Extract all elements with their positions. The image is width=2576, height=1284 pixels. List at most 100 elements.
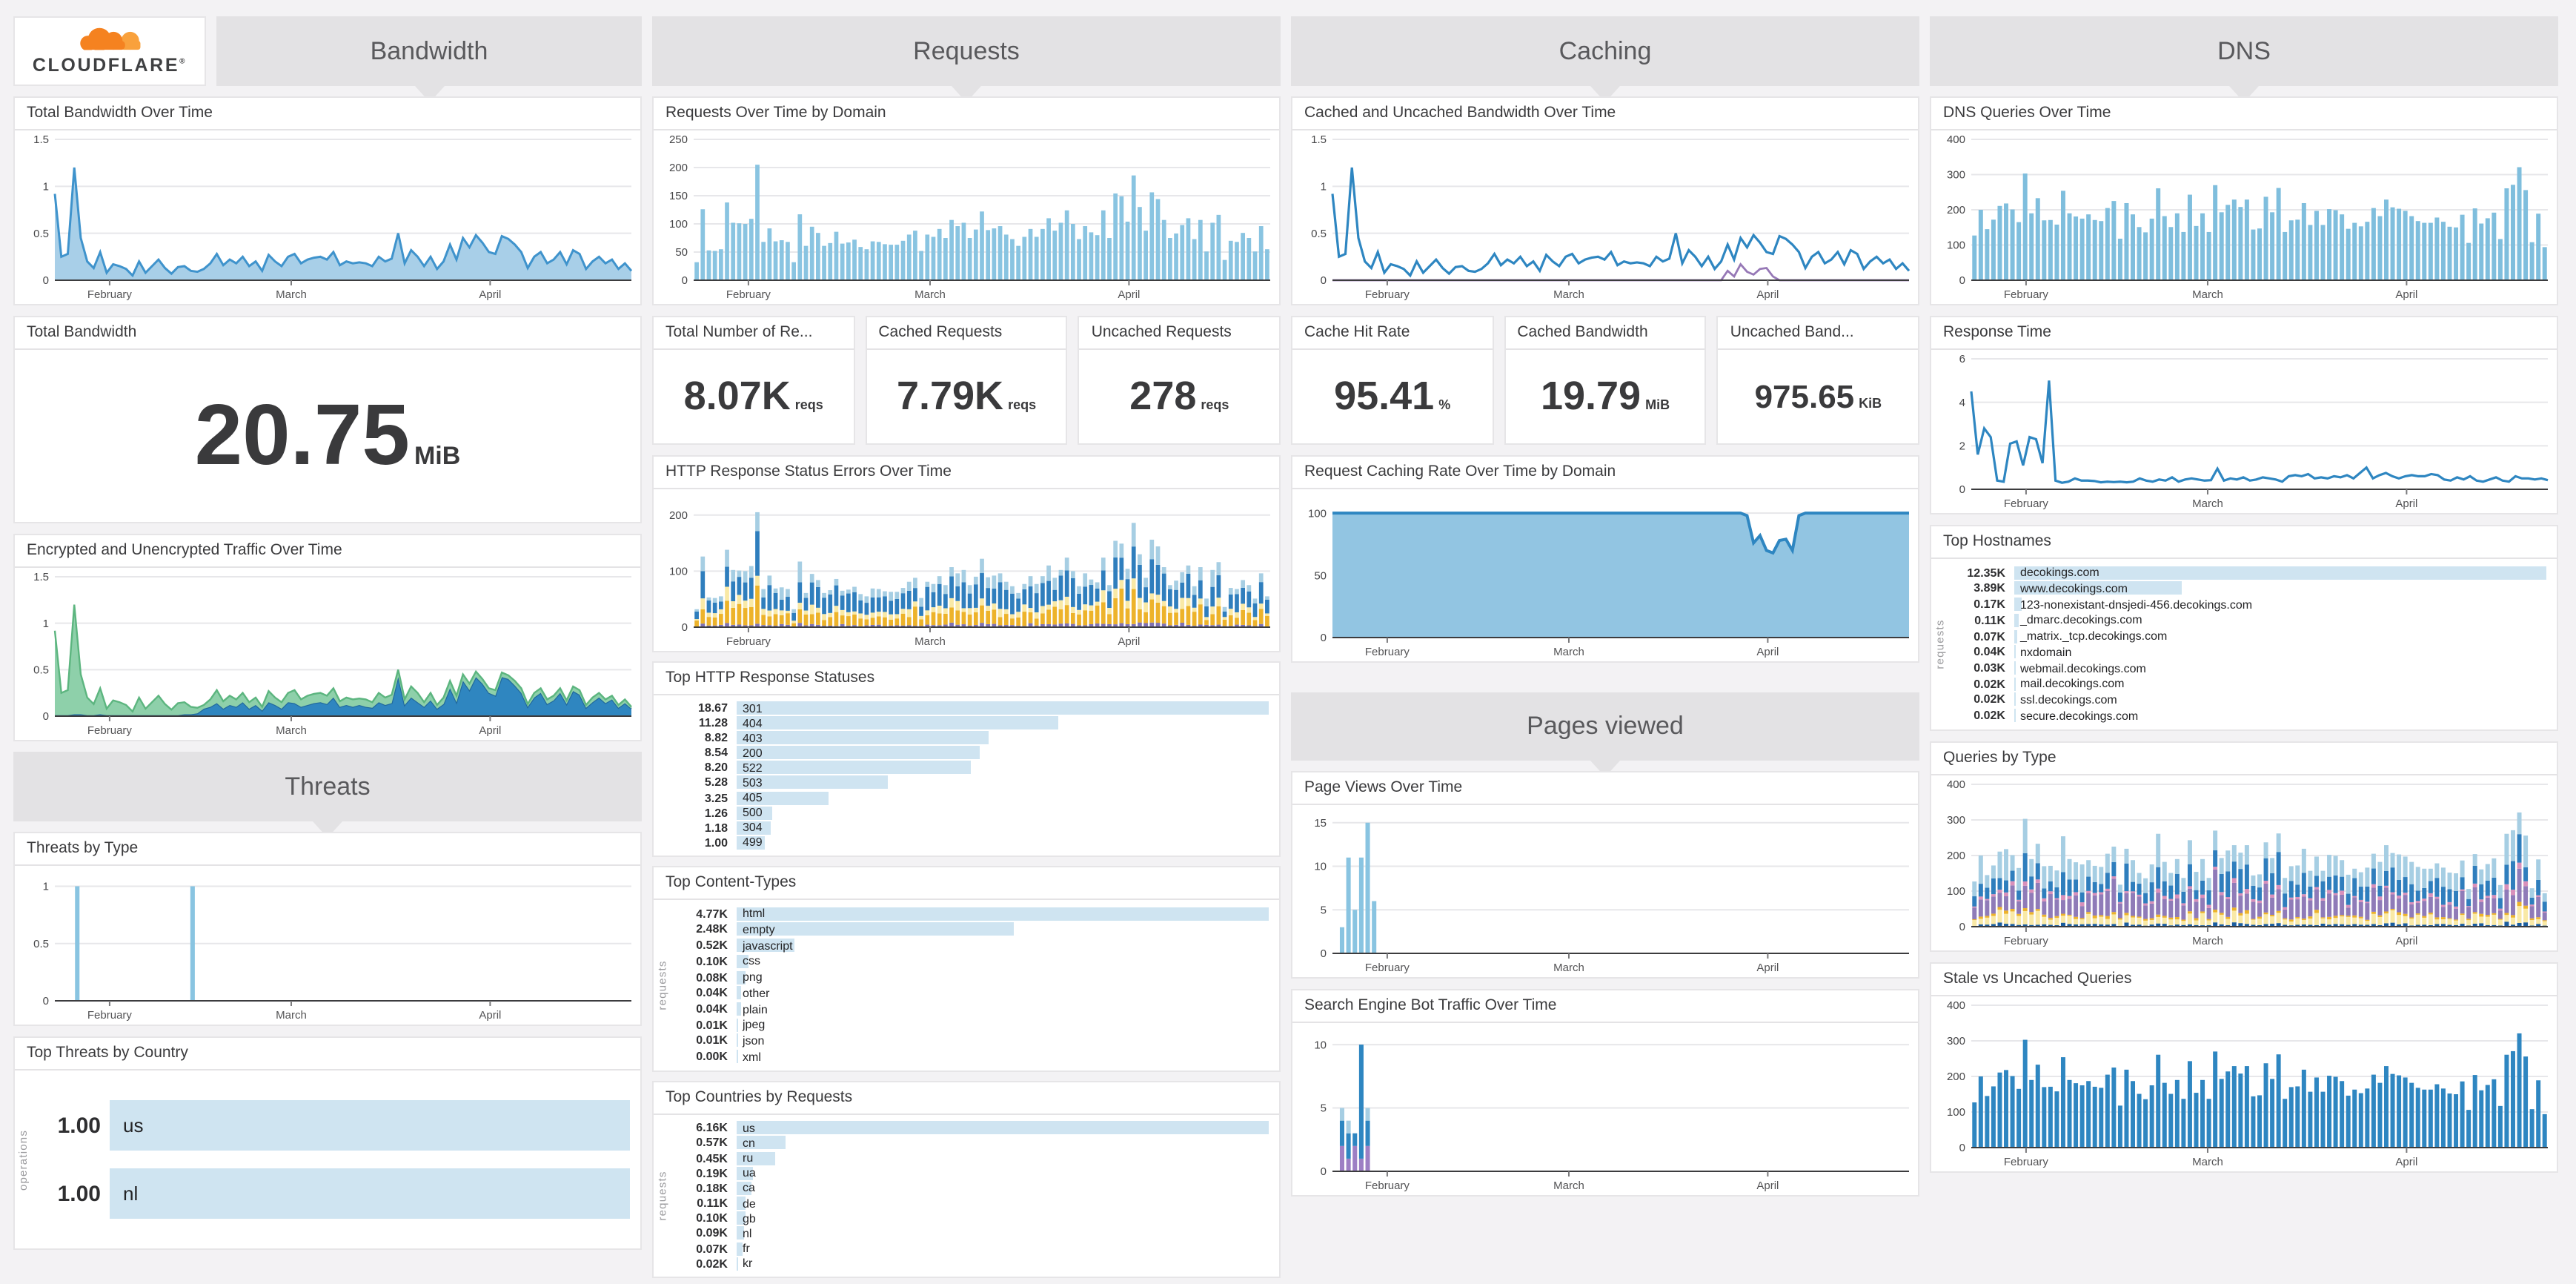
list-item[interactable]: 0.19K ua bbox=[671, 1166, 1269, 1180]
list-item[interactable]: 6.16K us bbox=[671, 1121, 1269, 1135]
panel-title: Total Bandwidth bbox=[15, 317, 640, 350]
list-item[interactable]: 0.03K webmail.decokings.com bbox=[1949, 661, 2546, 675]
panel-title: Top Content-Types bbox=[654, 867, 1279, 900]
list-item[interactable]: 0.10K css bbox=[671, 954, 1269, 968]
list-item-value: 1.00 bbox=[57, 1113, 101, 1138]
list-item[interactable]: 0.02K ssl.decokings.com bbox=[1949, 692, 2546, 706]
total-bandwidth-area-chart[interactable]: 0 0.5 1 1.5 February March April bbox=[15, 130, 640, 304]
list-item[interactable]: 0.02K secure.decokings.com bbox=[1949, 709, 2546, 723]
list-item-label: empty bbox=[743, 922, 775, 936]
list-item-value: 1.26 bbox=[704, 806, 728, 820]
top-threats-by-country-list[interactable]: operations 1.00 us 1.00 nl bbox=[15, 1070, 640, 1248]
list-item[interactable]: 0.04K nxdomain bbox=[1949, 645, 2546, 659]
list-item[interactable]: 0.52K javascript bbox=[671, 939, 1269, 953]
list-item[interactable]: 0.11K _dmarc.decokings.com bbox=[1949, 613, 2546, 627]
panel-cached-bandwidth-stat: Cached Bandwidth 19.79 MiB bbox=[1504, 316, 1707, 445]
response-time-line-chart[interactable]: 0 2 4 6 February March April bbox=[1931, 350, 2557, 513]
encrypted-traffic-area-chart[interactable]: 0 0.5 1 1.5 February March April bbox=[15, 568, 640, 740]
list-item[interactable]: 2.48K empty bbox=[671, 922, 1269, 936]
svg-text:100: 100 bbox=[669, 218, 688, 231]
list-item-value: 11.28 bbox=[698, 716, 728, 730]
list-item[interactable]: 0.02K kr bbox=[671, 1257, 1269, 1271]
cached-uncached-bandwidth-line-chart[interactable]: 0 0.5 1 1.5 February March April bbox=[1292, 130, 1918, 304]
svg-text:February: February bbox=[2004, 288, 2049, 301]
list-item-bar bbox=[2014, 661, 2016, 675]
svg-text:April: April bbox=[1756, 288, 1779, 301]
y-axis-label: requests bbox=[656, 1171, 670, 1221]
list-item-label: 500 bbox=[743, 806, 763, 820]
list-item[interactable]: 12.35K decokings.com bbox=[1949, 566, 2546, 580]
list-item[interactable]: 0.01K json bbox=[671, 1033, 1269, 1048]
bot-traffic-stacked-chart[interactable]: 0 5 10 February March April bbox=[1292, 1023, 1918, 1195]
page-views-bar-chart[interactable]: 0 5 10 15 February March April bbox=[1292, 805, 1918, 977]
list-item-bar bbox=[737, 939, 795, 953]
list-item-value: 0.01K bbox=[696, 1018, 728, 1032]
svg-text:February: February bbox=[2004, 497, 2049, 510]
list-item-bar bbox=[737, 1151, 776, 1165]
list-item[interactable]: 8.82 403 bbox=[671, 731, 1269, 745]
stale-uncached-bar-chart[interactable]: 0 100 200 300 400 February March April bbox=[1931, 996, 2557, 1171]
list-item[interactable]: 8.20 522 bbox=[671, 761, 1269, 775]
column-bandwidth: CLOUDFLARE® Bandwidth Total Bandwidth Ov… bbox=[13, 0, 642, 1250]
list-item[interactable]: 0.04K other bbox=[671, 986, 1269, 1000]
y-axis-label bbox=[654, 695, 671, 856]
panel-title: Cache Hit Rate bbox=[1292, 317, 1493, 350]
list-item-label: png bbox=[743, 970, 763, 984]
cloudflare-logo[interactable]: CLOUDFLARE® bbox=[13, 16, 206, 86]
http-status-errors-stacked-chart[interactable]: 0 100 200 February March April bbox=[654, 489, 1279, 651]
list-item-value: 0.17K bbox=[1974, 598, 2005, 612]
list-item[interactable]: 0.10K gb bbox=[671, 1211, 1269, 1225]
top-hostnames-list[interactable]: requests 12.35K decokings.com 3.89K www.deco… bbox=[1931, 559, 2557, 729]
panel-request-caching-rate: Request Caching Rate Over Time by Domain… bbox=[1291, 455, 1919, 663]
list-item[interactable]: 18.67 301 bbox=[671, 701, 1269, 715]
stat-value-uncached-bandwidth: 975.65 KiB bbox=[1754, 377, 1882, 414]
list-item[interactable]: 0.09K nl bbox=[671, 1226, 1269, 1240]
list-item-value: 3.89K bbox=[1974, 581, 2005, 595]
list-item[interactable]: 0.45K ru bbox=[671, 1151, 1269, 1165]
list-item[interactable]: 0.11K de bbox=[671, 1197, 1269, 1211]
list-item[interactable]: 0.17K 123-nonexistant-dnsjedi-456.decokin… bbox=[1949, 598, 2546, 612]
list-item[interactable]: 0.07K _matrix._tcp.decokings.com bbox=[1949, 629, 2546, 643]
list-item[interactable]: 1.26 500 bbox=[671, 806, 1269, 820]
list-item-bar bbox=[2014, 692, 2016, 706]
list-item[interactable]: 5.28 503 bbox=[671, 775, 1269, 790]
list-item[interactable]: 0.18K ca bbox=[671, 1181, 1269, 1195]
list-item[interactable]: 1.00 499 bbox=[671, 835, 1269, 850]
list-item-label: 403 bbox=[743, 731, 763, 745]
list-item[interactable]: 3.25 405 bbox=[671, 791, 1269, 805]
top-content-types-list[interactable]: requests 4.77K html 2.48K empty 0.52K javascri… bbox=[654, 900, 1279, 1070]
list-item-bar bbox=[737, 1033, 739, 1048]
list-item-bar bbox=[2014, 645, 2016, 659]
top-countries-list[interactable]: requests 6.16K us 0.57K cn 0.45K ru 0.19K ua 0.18… bbox=[654, 1115, 1279, 1277]
list-item[interactable]: 11.28 404 bbox=[671, 716, 1269, 730]
panel-title: Request Caching Rate Over Time by Domain bbox=[1292, 457, 1918, 489]
list-item[interactable]: 0.57K cn bbox=[671, 1136, 1269, 1150]
list-item[interactable]: 0.07K fr bbox=[671, 1242, 1269, 1256]
svg-text:April: April bbox=[479, 724, 501, 737]
request-caching-rate-area-chart[interactable]: 0 50 100 February March April bbox=[1292, 489, 1918, 661]
queries-by-type-stacked-chart[interactable]: 0 100 200 300 400 February March April bbox=[1931, 775, 2557, 950]
threats-by-type-bar-chart[interactable]: 0 0.5 1 February March April bbox=[15, 866, 640, 1025]
dns-queries-bar-chart[interactable]: 0 100 200 300 400 February March April bbox=[1931, 130, 2557, 304]
requests-over-time-bar-chart[interactable]: 0 50 100 150 200 250 February March April bbox=[654, 130, 1279, 304]
list-item[interactable]: 0.00K xml bbox=[671, 1050, 1269, 1064]
list-item[interactable]: 0.01K jpeg bbox=[671, 1018, 1269, 1032]
panel-title: Page Views Over Time bbox=[1292, 772, 1918, 805]
list-item[interactable]: 8.54 200 bbox=[671, 746, 1269, 760]
list-item[interactable]: 3.89K www.decokings.com bbox=[1949, 581, 2546, 595]
list-item[interactable]: 1.00 us bbox=[33, 1100, 630, 1151]
panel-top-hostnames: Top Hostnames requests 12.35K decokings.co… bbox=[1930, 525, 2558, 731]
list-item[interactable]: 0.08K png bbox=[671, 970, 1269, 984]
list-item[interactable]: 1.00 nl bbox=[33, 1168, 630, 1219]
list-item[interactable]: 0.02K mail.decokings.com bbox=[1949, 677, 2546, 691]
list-item-value: 0.00K bbox=[696, 1050, 728, 1064]
list-item-bar bbox=[737, 716, 1058, 730]
list-item-value: 0.04K bbox=[696, 986, 728, 1000]
list-item[interactable]: 1.18 304 bbox=[671, 821, 1269, 835]
list-item-bar bbox=[737, 1050, 739, 1064]
svg-text:1.5: 1.5 bbox=[33, 571, 49, 583]
list-item-value: 0.07K bbox=[696, 1242, 728, 1256]
list-item[interactable]: 0.04K plain bbox=[671, 1002, 1269, 1016]
top-http-statuses-list[interactable]: 18.67 301 11.28 404 8.82 403 8.54 200 8.20 522 5.2… bbox=[654, 695, 1279, 856]
list-item[interactable]: 4.77K html bbox=[671, 907, 1269, 921]
